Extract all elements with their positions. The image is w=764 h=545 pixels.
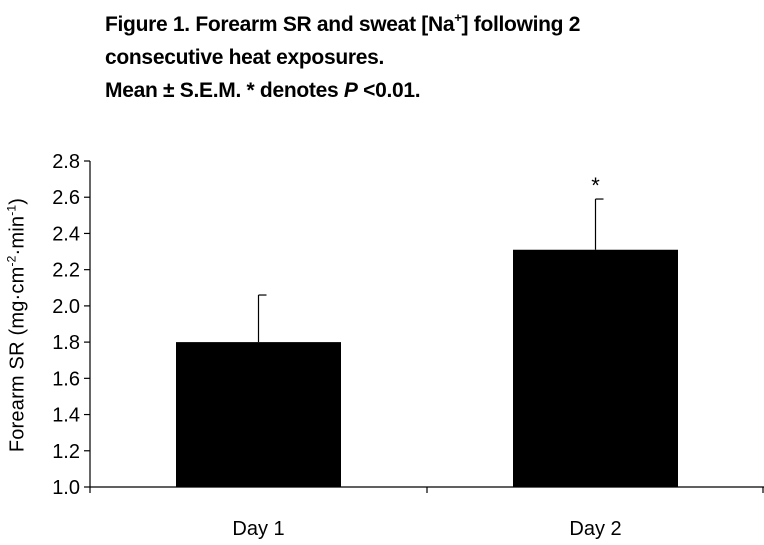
x-tick-labels-group: Day 1 Day 2 bbox=[232, 518, 621, 540]
x-tick-label: Day 1 bbox=[232, 518, 284, 540]
chart-title: Figure 1. Forearm SR and sweat [Na+] fol… bbox=[105, 8, 755, 107]
bar-day-1 bbox=[176, 342, 341, 487]
y-tick-label: 2.8 bbox=[52, 151, 80, 173]
y-tick-label: 1.8 bbox=[52, 332, 80, 354]
y-tick-label: 1.0 bbox=[52, 477, 80, 499]
bars-group bbox=[176, 249, 678, 487]
x-tick-label: Day 2 bbox=[569, 518, 621, 540]
axes-group bbox=[89, 161, 764, 493]
y-tick-label: 2.2 bbox=[52, 260, 80, 282]
title-line-3: Mean ± S.E.M. * denotes P <0.01. bbox=[105, 79, 421, 102]
title-line-2: consecutive heat exposures. bbox=[105, 46, 385, 69]
y-tick-label: 2.4 bbox=[52, 223, 80, 245]
y-tick-label: 1.2 bbox=[52, 441, 80, 463]
title-line-1: Figure 1. Forearm SR and sweat [Na+] fol… bbox=[105, 10, 581, 36]
significance-marker: * bbox=[591, 173, 600, 198]
y-tick-label: 1.4 bbox=[52, 405, 80, 427]
y-tick-label: 1.6 bbox=[52, 368, 80, 390]
error-bars-group bbox=[257, 198, 604, 343]
y-tick-label: 2.6 bbox=[52, 187, 80, 209]
bar-day-2 bbox=[513, 249, 678, 487]
y-tick-label: 2.0 bbox=[52, 296, 80, 318]
annotations-group: * bbox=[591, 173, 600, 198]
y-ticks-group: 1.0 1.2 1.4 1.6 1.8 2.0 2.2 2.4 2.6 2.8 bbox=[52, 151, 90, 499]
